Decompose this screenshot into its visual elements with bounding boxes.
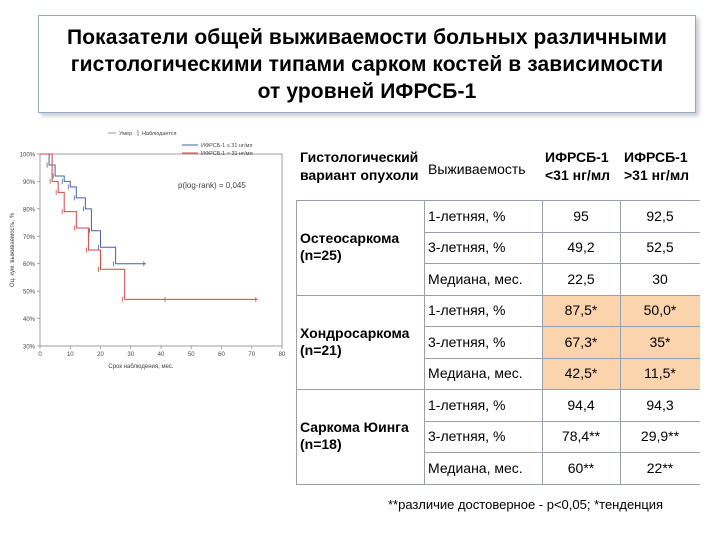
row-divider (424, 452, 700, 453)
x-tick-label: 80 (279, 352, 286, 358)
header-high: ИФРСБ-1 >31 нг/мл (624, 149, 690, 183)
row-divider (424, 326, 700, 327)
value-low: 87,5* (564, 302, 598, 319)
group-divider (296, 483, 700, 485)
col-divider (542, 200, 543, 484)
row-divider (424, 231, 700, 233)
title-line-3: от уровней ИФРСБ-1 (257, 79, 477, 103)
x-tick-label: 70 (248, 352, 255, 358)
plot-frame (39, 153, 283, 347)
slide-title: Показатели общей выживаемости больных ра… (67, 24, 667, 105)
legend-censored-label: Наблюдается (142, 131, 176, 137)
value-low: 42,5* (564, 365, 598, 382)
highlight-cell (542, 327, 700, 358)
col-divider (620, 200, 621, 484)
survival-chart-svg: 100% 90% 80% 70% 60% 50% 40% 30%0 10 20 30 40 50 60 70… (10, 130, 286, 370)
y-axis-label: Оц. кум. выживаемость, % (10, 212, 16, 287)
row-divider (424, 263, 700, 264)
row-divider (424, 420, 700, 422)
group-divider (296, 389, 700, 390)
col-divider (296, 200, 297, 484)
row-label: 3-летняя, % (428, 428, 506, 445)
value-low: 60** (567, 459, 595, 476)
x-axis-label: Срок наблюдения, мес. (108, 364, 174, 370)
highlight-cell (542, 358, 700, 389)
group-label-0: Остеосаркома (n=25) (300, 230, 400, 264)
y-tick-label: 30% (23, 345, 36, 351)
x-tick-label: 10 (67, 352, 74, 358)
series-line-0 (40, 153, 146, 265)
row-divider (424, 357, 700, 359)
x-tick-label: 20 (97, 352, 104, 358)
series-legend-label-0: ИФРСБ-1 ≤ 31 нг/мл (201, 143, 253, 149)
value-low: 78,4** (561, 428, 601, 445)
y-tick-label: 80% (23, 207, 36, 213)
row-label: Медиана, мес. (428, 270, 523, 287)
value-low: 94,4 (567, 396, 595, 413)
value-high: 50,0* (643, 302, 677, 319)
row-label: 3-летняя, % (428, 239, 506, 256)
row-label: 1-летняя, % (428, 302, 506, 319)
title-line-2: гистологическими типами сарком костей в … (70, 52, 664, 76)
x-tick-label: 40 (158, 352, 165, 358)
p-value-annotation: p(log-rank) = 0,045 (178, 181, 246, 190)
series-legend-label-1: ИФРСБ-1 > 31 нг/мл (201, 151, 253, 157)
y-tick-label: 60% (23, 262, 36, 268)
header-low: ИФРСБ-1 <31 нг/мл (545, 149, 611, 183)
row-label: Медиана, мес. (428, 365, 523, 382)
y-tick-label: 100% (20, 153, 36, 159)
row-label: Медиана, мес. (428, 459, 523, 476)
group-divider (296, 294, 700, 296)
header-divider (296, 200, 700, 201)
value-low: 95 (573, 207, 589, 224)
title-box: Показатели общей выживаемости больных ра… (38, 15, 696, 113)
header-variant: Гистологический вариант опухоли (300, 149, 419, 183)
x-tick-label: 30 (127, 352, 134, 358)
title-line-1: Показатели общей выживаемости больных ра… (67, 25, 667, 49)
y-tick-label: 40% (23, 317, 36, 323)
value-high: 30 (652, 270, 668, 287)
value-high: 29,9** (640, 428, 680, 445)
y-tick-label: 90% (23, 180, 36, 186)
group-label-1: Хондросаркома (n=21) (300, 324, 410, 358)
x-tick-label: 50 (188, 352, 195, 358)
value-low: 22,5 (567, 270, 595, 287)
value-low: 67,3* (564, 333, 598, 350)
y-tick-label: 70% (23, 235, 36, 241)
value-high: 52,5 (646, 239, 674, 256)
value-high: 92,5 (646, 207, 674, 224)
group-label-2: Саркома Юинга (n=18) (300, 419, 409, 453)
survival-chart: 100% 90% 80% 70% 60% 50% 40% 30% 0 10 20 30 40 50 60 70… (0, 120, 290, 380)
highlight-cell (542, 295, 700, 326)
value-high: 35* (649, 333, 671, 350)
row-label: 1-летняя, % (428, 207, 506, 224)
value-high: 11,5* (644, 365, 676, 382)
col-divider (424, 200, 425, 484)
y-tick-label: 50% (23, 290, 36, 296)
header-survival: Выживаемость (428, 161, 526, 177)
value-low: 49,2 (567, 239, 595, 256)
row-label: 3-летняя, % (428, 333, 506, 350)
value-high: 94,3 (646, 396, 674, 413)
x-tick-label: 0 (38, 352, 42, 358)
series-line-1 (40, 153, 258, 300)
footnote: **различие достоверное - p<0,05; *тенден… (388, 497, 664, 512)
row-label: 1-летняя, % (428, 396, 506, 413)
x-tick-label: 60 (218, 352, 225, 358)
legend-died-label: Умер (119, 131, 132, 137)
value-high: 22** (646, 459, 674, 476)
